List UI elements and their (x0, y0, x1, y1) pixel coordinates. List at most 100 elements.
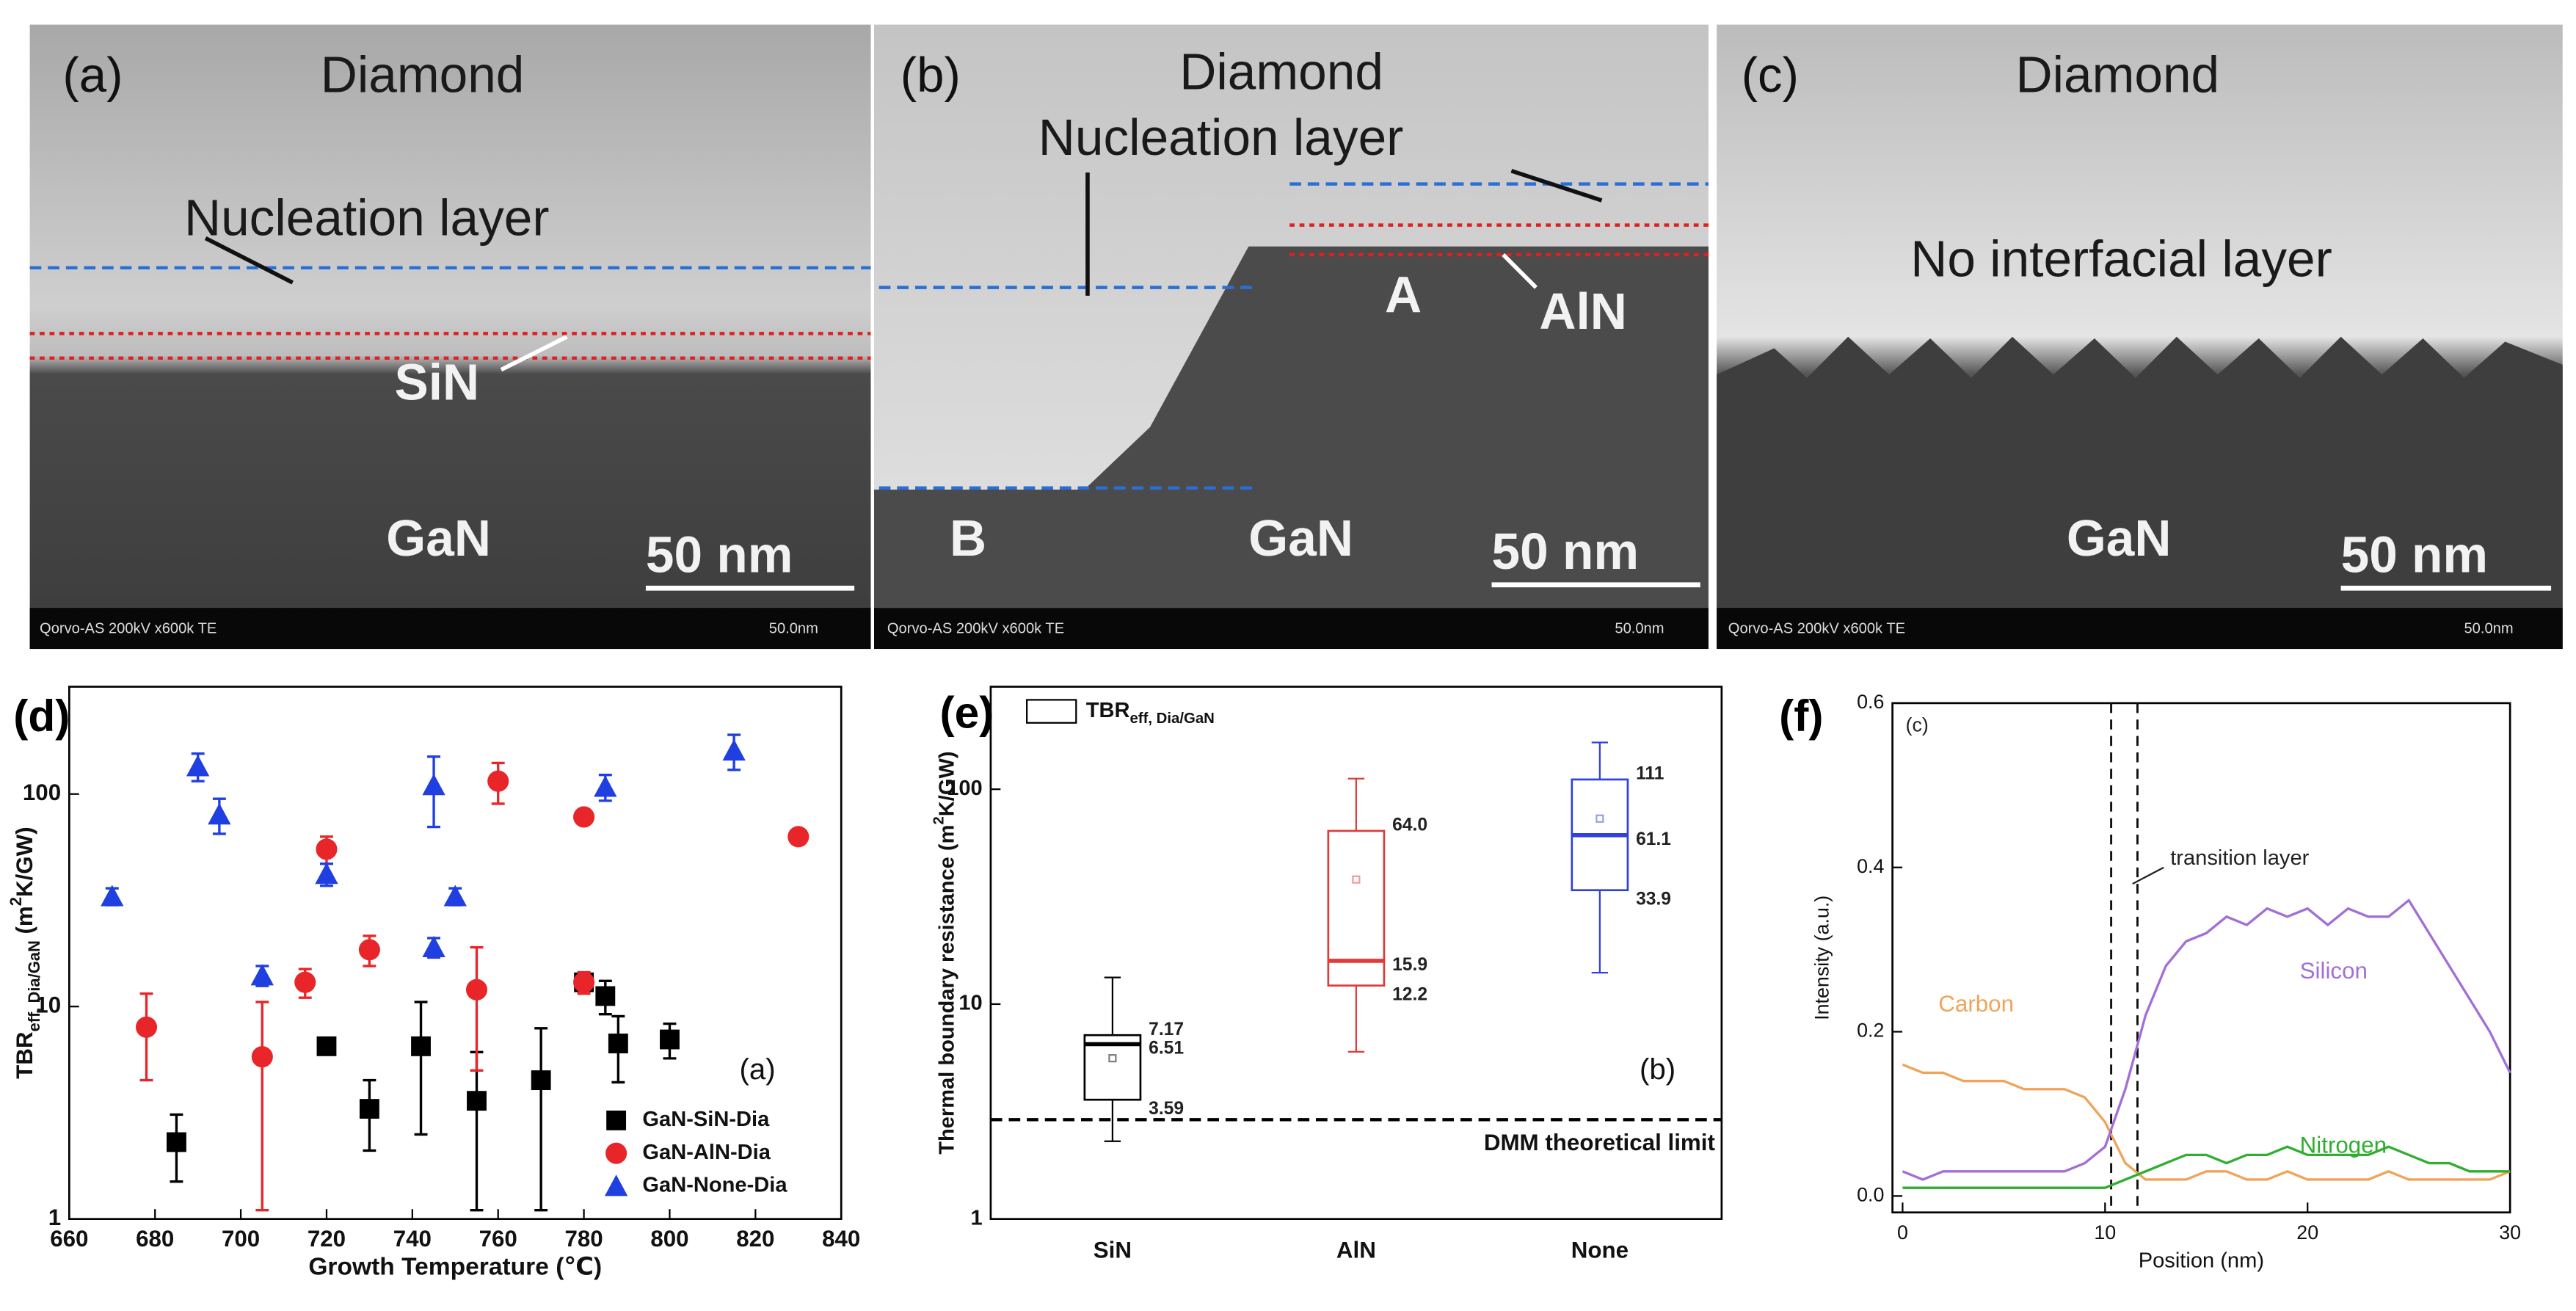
y-axis-label: TBReff, Dia/GaN (m2K/GW) (7, 827, 43, 1079)
micrograph-a: (a) Diamond Nucleation layer SiN GaN 50 … (29, 24, 871, 650)
y-tick-label: 10 (35, 992, 61, 1017)
label-part: eff, Dia/GaN (1129, 711, 1214, 727)
y-tick-label: 0.6 (1857, 691, 1884, 713)
marker (186, 755, 210, 777)
x-tick-label: 10 (2094, 1221, 2116, 1243)
marker (135, 1016, 158, 1038)
marker (250, 964, 274, 986)
x-axis-label: Position (nm) (2139, 1249, 2264, 1273)
scale-bar-label: 50 nm (2341, 526, 2489, 583)
marker (722, 738, 746, 761)
x-tick-label: 680 (136, 1226, 174, 1252)
y-axis-label: Thermal boundary resistance (m2K/GW) (931, 751, 958, 1154)
label-part: 2 (931, 816, 947, 824)
marker (605, 1142, 627, 1164)
panel-label: (e) (940, 688, 994, 738)
x-tick-label: 700 (222, 1226, 260, 1252)
annotation: (b) (1640, 1053, 1676, 1086)
y-tick-label: 1 (971, 1206, 983, 1230)
series-line (1902, 898, 2511, 1181)
marker (573, 971, 595, 993)
label: Diamond (321, 46, 525, 104)
arrow (1502, 253, 1538, 289)
annotation: (c) (1906, 713, 1929, 736)
marker (359, 1099, 379, 1119)
x-tick-label: AlN (1336, 1238, 1376, 1263)
plot-frame (989, 686, 1723, 1221)
gan-region (1717, 336, 2563, 609)
y-tick-label: 100 (947, 777, 983, 800)
label-part: eff, Dia/GaN (25, 940, 43, 1031)
marker (487, 770, 509, 792)
marker (422, 935, 445, 957)
footer-scale: 50.0nm (1615, 621, 1664, 637)
value-label: 64.0 (1392, 816, 1427, 835)
arrow (2132, 866, 2164, 885)
marker (604, 1174, 628, 1196)
marker (294, 971, 316, 993)
marker (411, 1036, 431, 1056)
series-line (1902, 1063, 2511, 1181)
label: Nucleation layer (1038, 109, 1403, 166)
marker (251, 1046, 273, 1068)
label: No interfacial layer (1910, 230, 2332, 287)
label: Diamond (1179, 43, 1383, 100)
label-part: (m (12, 906, 37, 940)
label-part: Thermal boundary resistance (m (935, 825, 958, 1155)
arrow (500, 335, 568, 372)
legend-label: GaN-None-Dia (642, 1174, 787, 1197)
footer-bar (29, 608, 871, 650)
label: Diamond (2015, 46, 2219, 104)
series-label: Nitrogen (2300, 1132, 2387, 1158)
label-part: TBR (12, 1031, 37, 1078)
series-label: Silicon (2300, 958, 2368, 984)
panel-label: (a) (62, 48, 123, 103)
legend-label: GaN-AlN-Dia (642, 1141, 771, 1164)
value-label: 111 (1636, 764, 1664, 784)
value-label: 33.9 (1636, 890, 1671, 909)
marker (443, 885, 467, 907)
marker (594, 775, 617, 797)
label-part: K/GW) (935, 751, 958, 816)
marker (101, 885, 124, 907)
reference-label: DMM theoretical limit (1484, 1130, 1716, 1155)
series-line (1902, 1145, 2511, 1189)
x-tick-label: 820 (736, 1226, 774, 1252)
x-tick-label: 800 (650, 1226, 688, 1252)
label: GaN (1248, 509, 1353, 567)
label-part: Intensity (a.u.) (1811, 896, 1833, 1020)
y-tick-label: 0.2 (1857, 1020, 1884, 1042)
x-tick-label: 760 (479, 1226, 517, 1252)
value-label: 12.2 (1392, 985, 1427, 1005)
x-tick-label: SiN (1094, 1238, 1132, 1263)
panel-label: (f) (1779, 691, 1823, 741)
marker (208, 803, 231, 825)
footer: Qorvo-AS 200kV x600k TE (887, 621, 1064, 637)
value-label: 15.9 (1392, 955, 1427, 975)
series-label: Carbon (1938, 991, 2014, 1017)
marker (316, 1036, 337, 1056)
scale-bar-label: 50 nm (646, 526, 793, 583)
label-part: 2 (7, 897, 25, 906)
marker (595, 986, 616, 1006)
marker (167, 1132, 186, 1152)
mean (1108, 1054, 1117, 1063)
x-tick-label: 720 (308, 1226, 346, 1252)
footer-bar (874, 608, 1709, 650)
footer-scale: 50.0nm (2464, 621, 2513, 637)
marker (422, 774, 445, 796)
mean (1352, 875, 1361, 884)
legend-label: GaN-SiN-Dia (642, 1108, 770, 1131)
label: Nucleation layer (184, 189, 549, 246)
label: AlN (1539, 283, 1626, 340)
marker (531, 1070, 551, 1091)
footer: Qorvo-AS 200kV x600k TE (1728, 621, 1905, 637)
y-axis-label: Intensity (a.u.) (1811, 896, 1833, 1020)
annotation: transition layer (2170, 846, 2309, 870)
x-tick-label: 30 (2499, 1221, 2521, 1243)
marker (606, 1110, 627, 1130)
x-tick-label: 840 (822, 1226, 860, 1252)
label: A (1385, 266, 1422, 324)
micrograph-b: (b) Diamond Nucleation layer A AlN B GaN… (874, 24, 1709, 650)
x-tick-label: 20 (2296, 1221, 2318, 1243)
